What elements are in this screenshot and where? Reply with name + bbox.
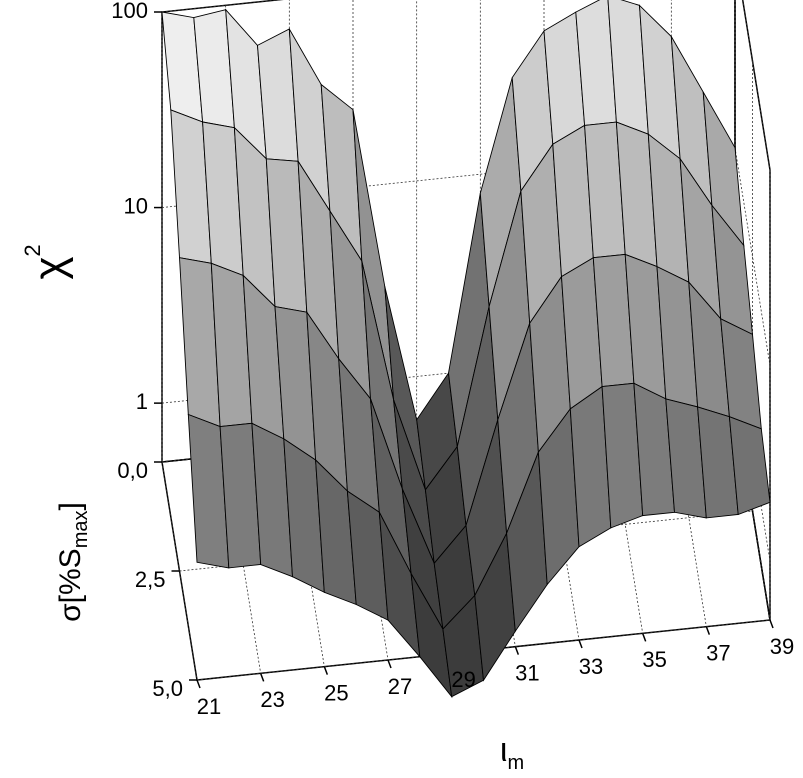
z-grid-line xyxy=(161,0,281,13)
x-tick-label: 25 xyxy=(324,680,348,705)
x-tick xyxy=(769,619,774,629)
y-label-tail: ] xyxy=(54,502,87,510)
x-tick-label: 37 xyxy=(706,640,730,665)
x-axis-label: ιm xyxy=(500,731,524,774)
x-tick xyxy=(323,666,329,675)
z-axis-label: χ2 xyxy=(20,244,74,279)
z-tick-label: 10 xyxy=(124,193,148,218)
labels: χ2 σ[%Smax] ιm 21 23 25 27 29 31 33 35 37 390,02,… xyxy=(20,0,794,774)
x-tick xyxy=(705,626,711,635)
x-tick xyxy=(578,639,583,649)
x-tick-label: 31 xyxy=(515,660,539,685)
x-tick-label: 21 xyxy=(197,694,221,719)
z-tick-label: 1 xyxy=(136,389,148,414)
x-grid-line xyxy=(161,461,198,681)
x-tick-label: 23 xyxy=(260,687,284,712)
x-tick xyxy=(387,659,392,669)
z-label-text: χ xyxy=(25,257,74,280)
y-tick-label: 0,0 xyxy=(117,458,148,483)
y-tick-label: 2,5 xyxy=(135,567,166,592)
x-tick-label: 33 xyxy=(579,654,603,679)
x-label-text: ι xyxy=(500,731,508,769)
y-axis-label: σ[%Smax] xyxy=(54,502,92,622)
z-grid-line xyxy=(734,147,771,366)
x-tick xyxy=(514,646,520,655)
x-tick-label: 27 xyxy=(388,674,412,699)
y-label-text: σ[%S xyxy=(54,548,87,622)
surface-patch xyxy=(728,416,771,516)
x-tick xyxy=(196,679,201,689)
surface xyxy=(161,0,771,699)
x-tick-label: 29 xyxy=(451,667,475,692)
x-label-sub: m xyxy=(507,752,524,774)
x-tick xyxy=(259,673,265,682)
y-label-sub: max xyxy=(70,511,92,549)
z-tick-label: 100 xyxy=(111,0,148,23)
x-tick xyxy=(641,633,647,642)
z-label-sup: 2 xyxy=(20,244,45,256)
x-tick-label: 35 xyxy=(642,647,666,672)
x-tick-label: 39 xyxy=(770,634,794,659)
y-tick-label: 5,0 xyxy=(152,676,183,701)
